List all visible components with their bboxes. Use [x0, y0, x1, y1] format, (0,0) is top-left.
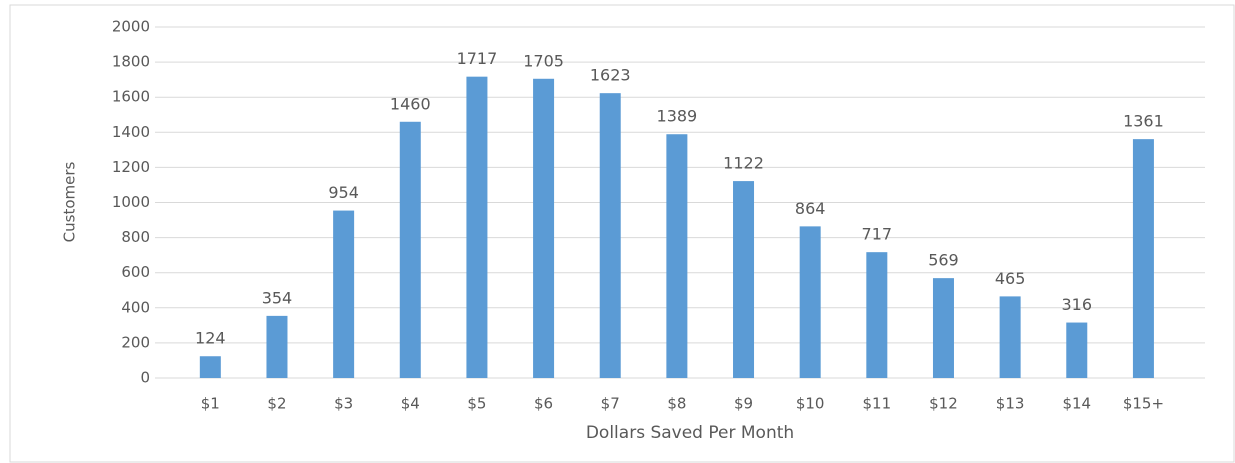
data-label: 354 [262, 288, 293, 307]
bar [666, 134, 688, 378]
bar [799, 226, 821, 378]
x-tick-label: $5 [467, 395, 486, 413]
x-tick-label: $9 [734, 395, 753, 413]
bar [533, 78, 555, 379]
x-tick-label: $12 [929, 395, 958, 413]
data-label: 1122 [723, 154, 764, 173]
bar [599, 93, 621, 378]
data-label: 1705 [523, 51, 564, 70]
x-tick-label: $14 [1062, 395, 1091, 413]
x-tick-label: $10 [796, 395, 825, 413]
chart-border [9, 4, 1235, 463]
x-tick-label: $13 [996, 395, 1025, 413]
data-label: 954 [328, 183, 359, 202]
bar [1066, 322, 1088, 378]
data-label: 1717 [457, 49, 498, 68]
y-axis-title: Customers [61, 161, 79, 242]
bar [333, 210, 355, 378]
data-label: 316 [1062, 295, 1093, 314]
y-tick-label: 1200 [112, 158, 150, 176]
data-label: 1460 [390, 94, 431, 113]
y-tick-label: 0 [140, 369, 150, 387]
data-label: 1623 [590, 66, 631, 85]
x-tick-label: $4 [401, 395, 420, 413]
y-tick-label: 800 [121, 228, 150, 246]
bar [999, 296, 1021, 378]
data-label: 465 [995, 269, 1026, 288]
y-tick-label: 600 [121, 263, 150, 281]
x-tick-label: $7 [601, 395, 620, 413]
data-label: 1389 [657, 107, 698, 126]
x-tick-label: $3 [334, 395, 353, 413]
data-label: 1361 [1123, 112, 1164, 131]
y-tick-label: 1600 [112, 88, 150, 106]
bar [733, 181, 755, 378]
x-tick-label: $1 [201, 395, 220, 413]
data-label: 569 [928, 251, 959, 270]
bar [399, 121, 421, 379]
bar [266, 315, 288, 378]
x-tick-label: $2 [267, 395, 286, 413]
data-label: 864 [795, 199, 826, 218]
y-tick-label: 400 [121, 298, 150, 316]
x-tick-label: $6 [534, 395, 553, 413]
x-axis-title: Dollars Saved Per Month [586, 423, 794, 443]
bar [466, 76, 488, 378]
bar [199, 356, 221, 378]
x-tick-label: $8 [667, 395, 686, 413]
data-label: 124 [195, 329, 226, 348]
y-tick-label: 2000 [112, 18, 150, 36]
y-tick-label: 200 [121, 333, 150, 351]
y-tick-label: 1800 [112, 53, 150, 71]
bar [932, 278, 954, 378]
y-tick-label: 1000 [112, 193, 150, 211]
x-tick-label: $11 [863, 395, 892, 413]
data-label: 717 [862, 225, 893, 244]
bar [1132, 139, 1154, 378]
y-tick-label: 1400 [112, 123, 150, 141]
bar [866, 252, 888, 378]
x-tick-label: $15+ [1123, 395, 1164, 413]
